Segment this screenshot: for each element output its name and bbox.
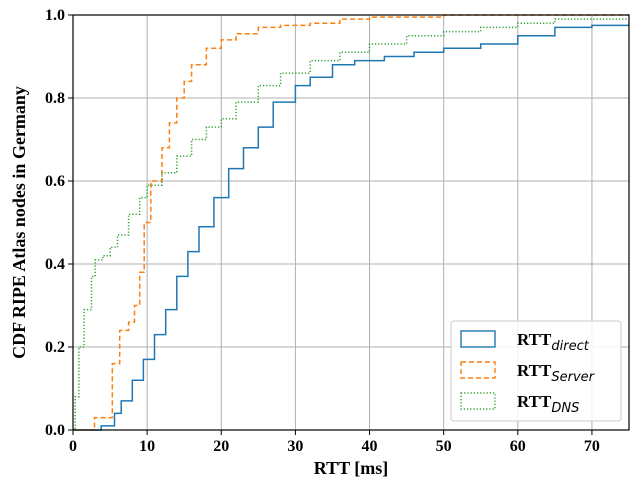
x-tick-label: 20 (213, 438, 229, 455)
x-tick-label: 50 (436, 438, 452, 455)
y-tick-label: 0.8 (45, 90, 65, 107)
x-tick-label: 60 (510, 438, 526, 455)
y-axis-title: CDF RIPE Atlas nodes in Germany (9, 86, 29, 359)
x-axis-title: RTT [ms] (314, 458, 389, 478)
x-tick-label: 10 (139, 438, 155, 455)
y-tick-label: 0.6 (45, 173, 65, 190)
y-tick-label: 1.0 (45, 7, 65, 24)
x-axis-ticks: 0 10 20 30 40 50 60 70 (69, 430, 600, 455)
x-tick-label: 30 (287, 438, 303, 455)
y-tick-label: 0.0 (45, 422, 65, 439)
y-tick-label: 0.2 (45, 339, 65, 356)
x-tick-label: 40 (362, 438, 378, 455)
y-tick-label: 0.4 (45, 256, 65, 273)
x-tick-label: 0 (69, 438, 77, 455)
y-axis-ticks: 0.0 0.2 0.4 0.6 0.8 1.0 (45, 7, 73, 439)
x-tick-label: 70 (584, 438, 600, 455)
